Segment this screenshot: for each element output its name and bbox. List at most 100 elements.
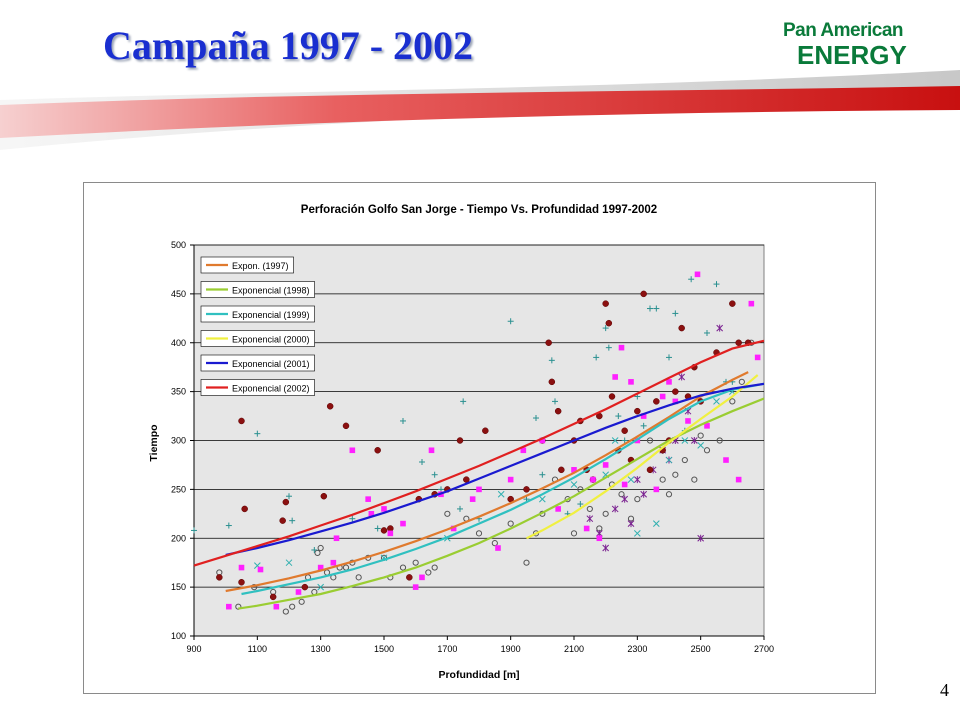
- data-point: [317, 564, 324, 571]
- data-point: [380, 527, 388, 534]
- data-point: [545, 339, 552, 346]
- x-tick-label: 2100: [564, 644, 584, 654]
- data-point: [723, 457, 729, 463]
- data-point: [653, 305, 660, 312]
- data-point: [672, 388, 679, 395]
- y-tick-label: 100: [171, 631, 186, 641]
- data-point: [216, 574, 223, 581]
- data-point: [640, 413, 647, 419]
- legend-label: Exponencial (2001): [232, 359, 310, 369]
- data-point: [672, 471, 679, 478]
- data-point: [491, 540, 498, 547]
- data-point: [450, 525, 457, 532]
- data-point: [586, 515, 594, 523]
- data-point: [555, 506, 561, 512]
- legend-box: [200, 330, 315, 347]
- data-point: [697, 534, 705, 542]
- data-point: [646, 466, 654, 474]
- data-point: [666, 379, 672, 385]
- data-point: [665, 456, 673, 464]
- data-point: [317, 583, 325, 591]
- data-point: [634, 407, 641, 415]
- x-tick-label: 1700: [437, 644, 457, 654]
- data-point: [678, 324, 685, 332]
- trendline: [225, 371, 749, 593]
- trendline: [241, 382, 765, 596]
- data-point: [257, 566, 264, 573]
- data-point: [254, 430, 261, 437]
- data-point: [640, 290, 647, 298]
- legend-label: Exponencial (2002): [232, 384, 310, 394]
- x-tick-label: 1900: [501, 644, 521, 654]
- data-point: [729, 398, 736, 405]
- legend-box: [200, 305, 315, 323]
- data-point: [634, 496, 641, 503]
- data-point: [548, 378, 556, 386]
- data-point: [713, 398, 720, 405]
- data-point: [286, 493, 292, 500]
- data-point: [690, 437, 698, 444]
- data-point: [716, 437, 723, 444]
- data-point: [666, 354, 672, 361]
- data-point: [583, 525, 590, 532]
- trendline: [193, 339, 765, 567]
- data-point: [605, 319, 613, 327]
- data-point: [602, 510, 609, 517]
- trendline: [225, 382, 765, 556]
- data-point: [431, 471, 438, 478]
- data-point: [374, 447, 381, 454]
- legend-box: [200, 379, 315, 396]
- data-point: [523, 486, 530, 493]
- data-point: [602, 325, 609, 332]
- data-point: [738, 378, 745, 385]
- data-point: [333, 535, 340, 542]
- data-point: [298, 598, 305, 605]
- y-tick-label: 250: [171, 484, 186, 494]
- data-point: [694, 271, 701, 278]
- data-point: [713, 281, 720, 288]
- data-point: [665, 491, 673, 498]
- data-point: [691, 476, 698, 483]
- y-tick-label: 450: [171, 289, 186, 299]
- slide-title: Campaña 1997 - 2002: [103, 23, 474, 68]
- logo-line2: ENERGY: [797, 40, 907, 70]
- data-point: [425, 569, 432, 576]
- data-point: [273, 603, 280, 610]
- x-tick-label: 2500: [691, 644, 711, 654]
- legend-box: [200, 281, 315, 298]
- data-point: [349, 515, 356, 522]
- data-point: [729, 300, 736, 307]
- data-point: [697, 442, 705, 449]
- logo-line1: Pan American: [783, 20, 904, 41]
- data-point: [476, 486, 482, 493]
- data-point: [311, 546, 318, 553]
- data-point: [533, 415, 539, 422]
- data-point: [716, 324, 724, 332]
- data-point: [558, 466, 565, 474]
- data-point: [571, 467, 577, 473]
- legend-entry: Expon. (1997): [200, 256, 294, 274]
- legend-entry: Exponencial (2000): [200, 330, 315, 347]
- data-point: [688, 276, 695, 283]
- data-point: [507, 318, 514, 325]
- data-point: [627, 520, 635, 528]
- data-point: [577, 501, 584, 508]
- data-point: [590, 476, 596, 483]
- data-point: [428, 447, 435, 454]
- data-point: [419, 459, 425, 466]
- data-point: [460, 398, 467, 405]
- data-point: [269, 593, 277, 601]
- data-point: [653, 486, 660, 493]
- data-point: [659, 476, 666, 483]
- data-point: [538, 495, 546, 503]
- data-point: [279, 517, 286, 524]
- data-point: [640, 490, 648, 498]
- plot-area: 100 150 200 250 300 350 400 450 500 900 1100 1300 15…: [171, 240, 774, 654]
- data-point: [602, 300, 609, 307]
- data-point: [596, 535, 603, 542]
- data-point: [615, 413, 622, 420]
- data-point: [628, 379, 634, 385]
- x-tick-label: 2300: [627, 644, 647, 654]
- data-point: [301, 583, 309, 591]
- data-point: [672, 398, 679, 405]
